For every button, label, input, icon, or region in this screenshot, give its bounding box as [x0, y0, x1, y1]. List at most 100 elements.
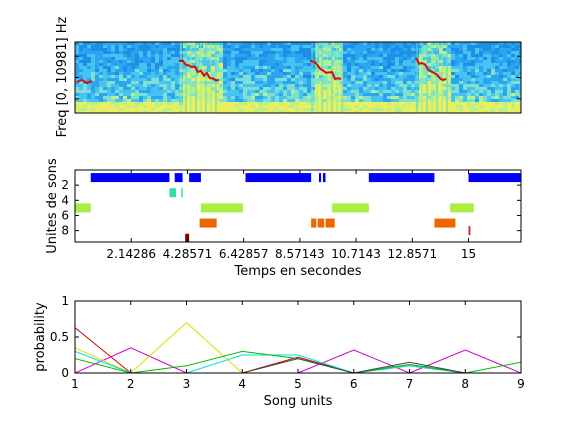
spectrogram-cell: [235, 96, 239, 99]
spectrogram-trill: [76, 78, 93, 85]
spectrogram-cell: [475, 66, 479, 69]
spectrogram-cell: [467, 102, 471, 105]
spectrogram-cell: [263, 63, 267, 66]
spectrogram-cell: [159, 87, 163, 90]
spectrogram-cell: [219, 54, 223, 57]
spectrogram-cell: [75, 51, 79, 54]
spectrogram-cell: [395, 84, 399, 87]
spectrogram-cell: [175, 81, 179, 84]
spectrogram-cell: [307, 69, 311, 72]
spectrogram-cell: [95, 60, 99, 63]
spectrogram-cell: [283, 75, 287, 78]
spectrogram-cell: [483, 81, 487, 84]
spectrogram-cell: [99, 72, 103, 75]
spectrogram-stripe: [416, 42, 419, 113]
spectrogram-cell: [247, 93, 251, 96]
spectrogram-cell: [167, 81, 171, 84]
spectrogram-cell: [447, 75, 451, 78]
spectrogram-cell: [91, 108, 95, 111]
spectrogram-cell: [359, 90, 363, 93]
spectrogram-cell: [319, 99, 323, 102]
spectrogram-cell: [411, 93, 415, 96]
spectrogram-cell: [191, 90, 195, 93]
spectrogram-cell: [319, 60, 323, 63]
spectrogram-stripe: [441, 42, 444, 113]
spectrogram-cell: [275, 51, 279, 54]
spectrogram-cell: [463, 75, 467, 78]
spectrogram-cell: [123, 93, 127, 96]
spectrogram-cell: [367, 69, 371, 72]
spectrogram-cell: [255, 111, 259, 113]
spectrogram-cell: [267, 75, 271, 78]
spectrogram-cell: [507, 102, 511, 105]
spectrogram-cell: [227, 81, 231, 84]
spectrogram-cell: [147, 81, 151, 84]
spectrogram-cell: [407, 108, 411, 111]
spectrogram-cell: [119, 66, 123, 69]
spectrogram-cell: [115, 84, 119, 87]
segmentation-xtick-label: 4.28571: [163, 247, 213, 261]
spectrogram-cell: [427, 111, 431, 113]
spectrogram-cell: [451, 75, 455, 78]
spectrogram-cell: [319, 72, 323, 75]
spectrogram-cell: [447, 105, 451, 108]
spectrogram-cell: [211, 102, 215, 105]
spectrogram-cell: [507, 72, 511, 75]
spectrogram-cell: [287, 81, 291, 84]
spectrogram-cell: [255, 57, 259, 60]
spectrogram-cell: [263, 81, 267, 84]
spectrogram-cell: [191, 84, 195, 87]
spectrogram-cell: [115, 66, 119, 69]
spectrogram-cell: [263, 72, 267, 75]
spectrogram-cell: [387, 108, 391, 111]
spectrogram-cell: [287, 93, 291, 96]
spectrogram-cell: [399, 63, 403, 66]
spectrogram-cell: [359, 54, 363, 57]
spectrogram-cell: [319, 51, 323, 54]
spectrogram-cell: [467, 81, 471, 84]
spectrogram-cell: [323, 105, 327, 108]
spectrogram-cell: [307, 93, 311, 96]
spectrogram-cell: [95, 84, 99, 87]
spectrogram-cell: [215, 69, 219, 72]
spectrogram-cell: [83, 84, 87, 87]
spectrogram-cell: [375, 111, 379, 113]
spectrogram-cell: [327, 63, 331, 66]
spectrogram-cell: [155, 93, 159, 96]
spectrogram-cell: [459, 87, 463, 90]
spectrogram-cell: [79, 72, 83, 75]
spectrogram-cell: [323, 63, 327, 66]
spectrogram-cell: [515, 42, 519, 45]
spectrogram-cell: [479, 72, 483, 75]
spectrogram-cell: [131, 102, 135, 105]
spectrogram-cell: [103, 111, 107, 113]
spectrogram-cell: [355, 60, 359, 63]
spectrogram-cell: [211, 75, 215, 78]
spectrogram-cell: [295, 81, 299, 84]
spectrogram-cell: [371, 93, 375, 96]
spectrogram-cell: [139, 57, 143, 60]
spectrogram-cell: [507, 99, 511, 102]
spectrogram-cell: [327, 96, 331, 99]
spectrogram-cell: [487, 66, 491, 69]
spectrogram-cell: [155, 90, 159, 93]
spectrogram-cell: [379, 99, 383, 102]
spectrogram-cell: [95, 81, 99, 84]
spectrogram-cell: [131, 93, 135, 96]
spectrogram-cell: [319, 105, 323, 108]
spectrogram-cell: [107, 90, 111, 93]
spectrogram-cell: [395, 51, 399, 54]
spectrogram-cell: [499, 87, 503, 90]
spectrogram-cell: [419, 42, 423, 45]
spectrogram-cell: [267, 63, 271, 66]
spectrogram-cell: [451, 108, 455, 111]
spectrogram-cell: [83, 108, 87, 111]
spectrogram-cell: [499, 108, 503, 111]
spectrogram-cell: [339, 81, 343, 84]
spectrogram-cell: [359, 63, 363, 66]
spectrogram-cell: [139, 111, 143, 113]
spectrogram-cell: [383, 72, 387, 75]
spectrogram-cell: [427, 48, 431, 51]
spectrogram-cell: [251, 63, 255, 66]
